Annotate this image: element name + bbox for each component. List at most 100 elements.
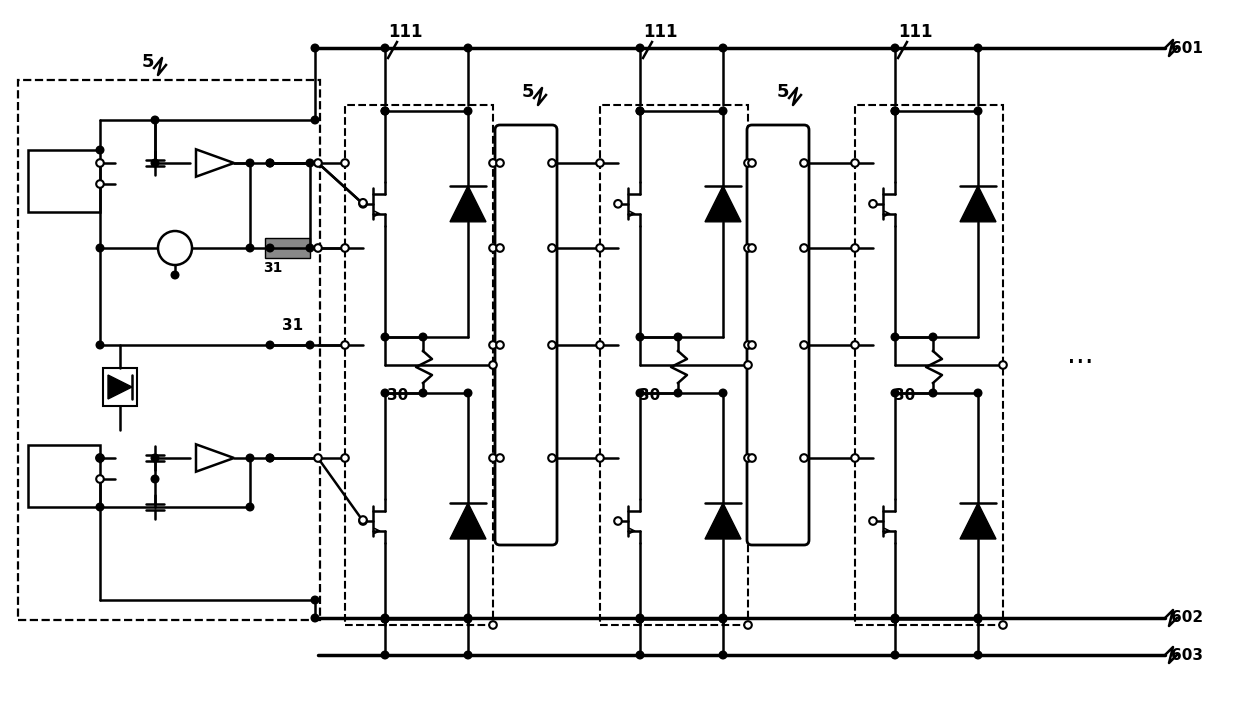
- Circle shape: [311, 596, 318, 604]
- Circle shape: [745, 361, 752, 369]
- Text: ...: ...: [1067, 341, 1093, 369]
- Circle shape: [465, 107, 472, 115]
- Text: 30: 30: [895, 388, 916, 403]
- Circle shape: [97, 341, 104, 349]
- Circle shape: [247, 454, 254, 462]
- FancyBboxPatch shape: [747, 125, 809, 545]
- Circle shape: [315, 454, 322, 462]
- Circle shape: [615, 200, 622, 208]
- Circle shape: [247, 503, 254, 511]
- Circle shape: [870, 200, 877, 208]
- Text: 5: 5: [141, 53, 154, 71]
- Bar: [19, 80, 320, 620]
- Circle shape: [382, 333, 389, 341]
- Circle shape: [636, 389, 644, 397]
- Circle shape: [266, 341, 274, 349]
- Text: 31: 31: [264, 261, 282, 275]
- Circle shape: [548, 244, 556, 252]
- Circle shape: [929, 333, 937, 341]
- Polygon shape: [196, 444, 234, 472]
- Circle shape: [419, 333, 426, 341]
- Circle shape: [745, 244, 752, 252]
- Circle shape: [596, 454, 603, 462]
- Circle shape: [489, 341, 497, 349]
- Circle shape: [745, 621, 752, 629]
- Circle shape: [359, 199, 367, 206]
- Circle shape: [266, 159, 274, 167]
- Circle shape: [615, 517, 622, 525]
- Circle shape: [636, 44, 644, 52]
- Circle shape: [341, 159, 349, 167]
- Circle shape: [382, 44, 389, 52]
- Circle shape: [171, 271, 178, 278]
- Circle shape: [719, 389, 727, 397]
- Circle shape: [151, 116, 159, 124]
- Text: 111: 111: [643, 23, 678, 41]
- Circle shape: [870, 517, 877, 525]
- Text: 30: 30: [639, 388, 660, 403]
- Circle shape: [636, 107, 644, 115]
- Circle shape: [800, 454, 808, 462]
- Circle shape: [151, 159, 159, 167]
- Circle shape: [266, 159, 274, 167]
- Circle shape: [266, 454, 274, 462]
- Circle shape: [465, 44, 472, 52]
- Circle shape: [548, 454, 556, 462]
- Circle shape: [851, 244, 859, 252]
- Circle shape: [489, 244, 497, 252]
- Circle shape: [851, 341, 859, 349]
- Circle shape: [496, 454, 504, 462]
- Circle shape: [891, 107, 898, 115]
- Circle shape: [548, 159, 556, 167]
- Polygon shape: [450, 186, 486, 222]
- Circle shape: [974, 651, 981, 659]
- Circle shape: [748, 341, 756, 349]
- Bar: [103, 368, 138, 406]
- Bar: [600, 105, 748, 625]
- Circle shape: [636, 107, 644, 115]
- Circle shape: [891, 389, 898, 397]
- Circle shape: [341, 454, 349, 462]
- Bar: [344, 105, 493, 625]
- Circle shape: [674, 389, 681, 397]
- Circle shape: [97, 476, 104, 483]
- Text: 602: 602: [1171, 610, 1203, 625]
- Circle shape: [891, 107, 898, 115]
- Circle shape: [359, 200, 367, 208]
- Circle shape: [247, 244, 254, 252]
- Text: 111: 111: [388, 23, 422, 41]
- Circle shape: [266, 244, 274, 252]
- Circle shape: [159, 231, 192, 265]
- Circle shape: [97, 244, 104, 252]
- Circle shape: [97, 503, 104, 511]
- Text: 5: 5: [777, 83, 789, 101]
- Polygon shape: [450, 503, 486, 539]
- Circle shape: [999, 361, 1007, 369]
- Circle shape: [974, 615, 981, 623]
- Circle shape: [311, 44, 318, 52]
- Circle shape: [674, 333, 681, 341]
- Circle shape: [891, 651, 898, 659]
- Circle shape: [974, 389, 981, 397]
- Circle shape: [745, 341, 752, 349]
- Circle shape: [719, 107, 727, 115]
- Circle shape: [891, 615, 898, 623]
- Bar: [855, 105, 1004, 625]
- Circle shape: [745, 454, 752, 462]
- Bar: [28, 150, 100, 212]
- Text: 5: 5: [522, 83, 534, 101]
- Circle shape: [851, 159, 859, 167]
- Circle shape: [719, 614, 727, 622]
- Circle shape: [97, 180, 104, 188]
- Circle shape: [596, 244, 603, 252]
- Circle shape: [719, 615, 727, 623]
- Circle shape: [306, 244, 313, 252]
- Circle shape: [359, 516, 367, 524]
- Circle shape: [311, 116, 318, 124]
- Circle shape: [465, 614, 472, 622]
- Circle shape: [359, 517, 367, 525]
- Circle shape: [97, 454, 104, 462]
- Circle shape: [891, 615, 898, 623]
- Circle shape: [341, 244, 349, 252]
- Circle shape: [929, 389, 937, 397]
